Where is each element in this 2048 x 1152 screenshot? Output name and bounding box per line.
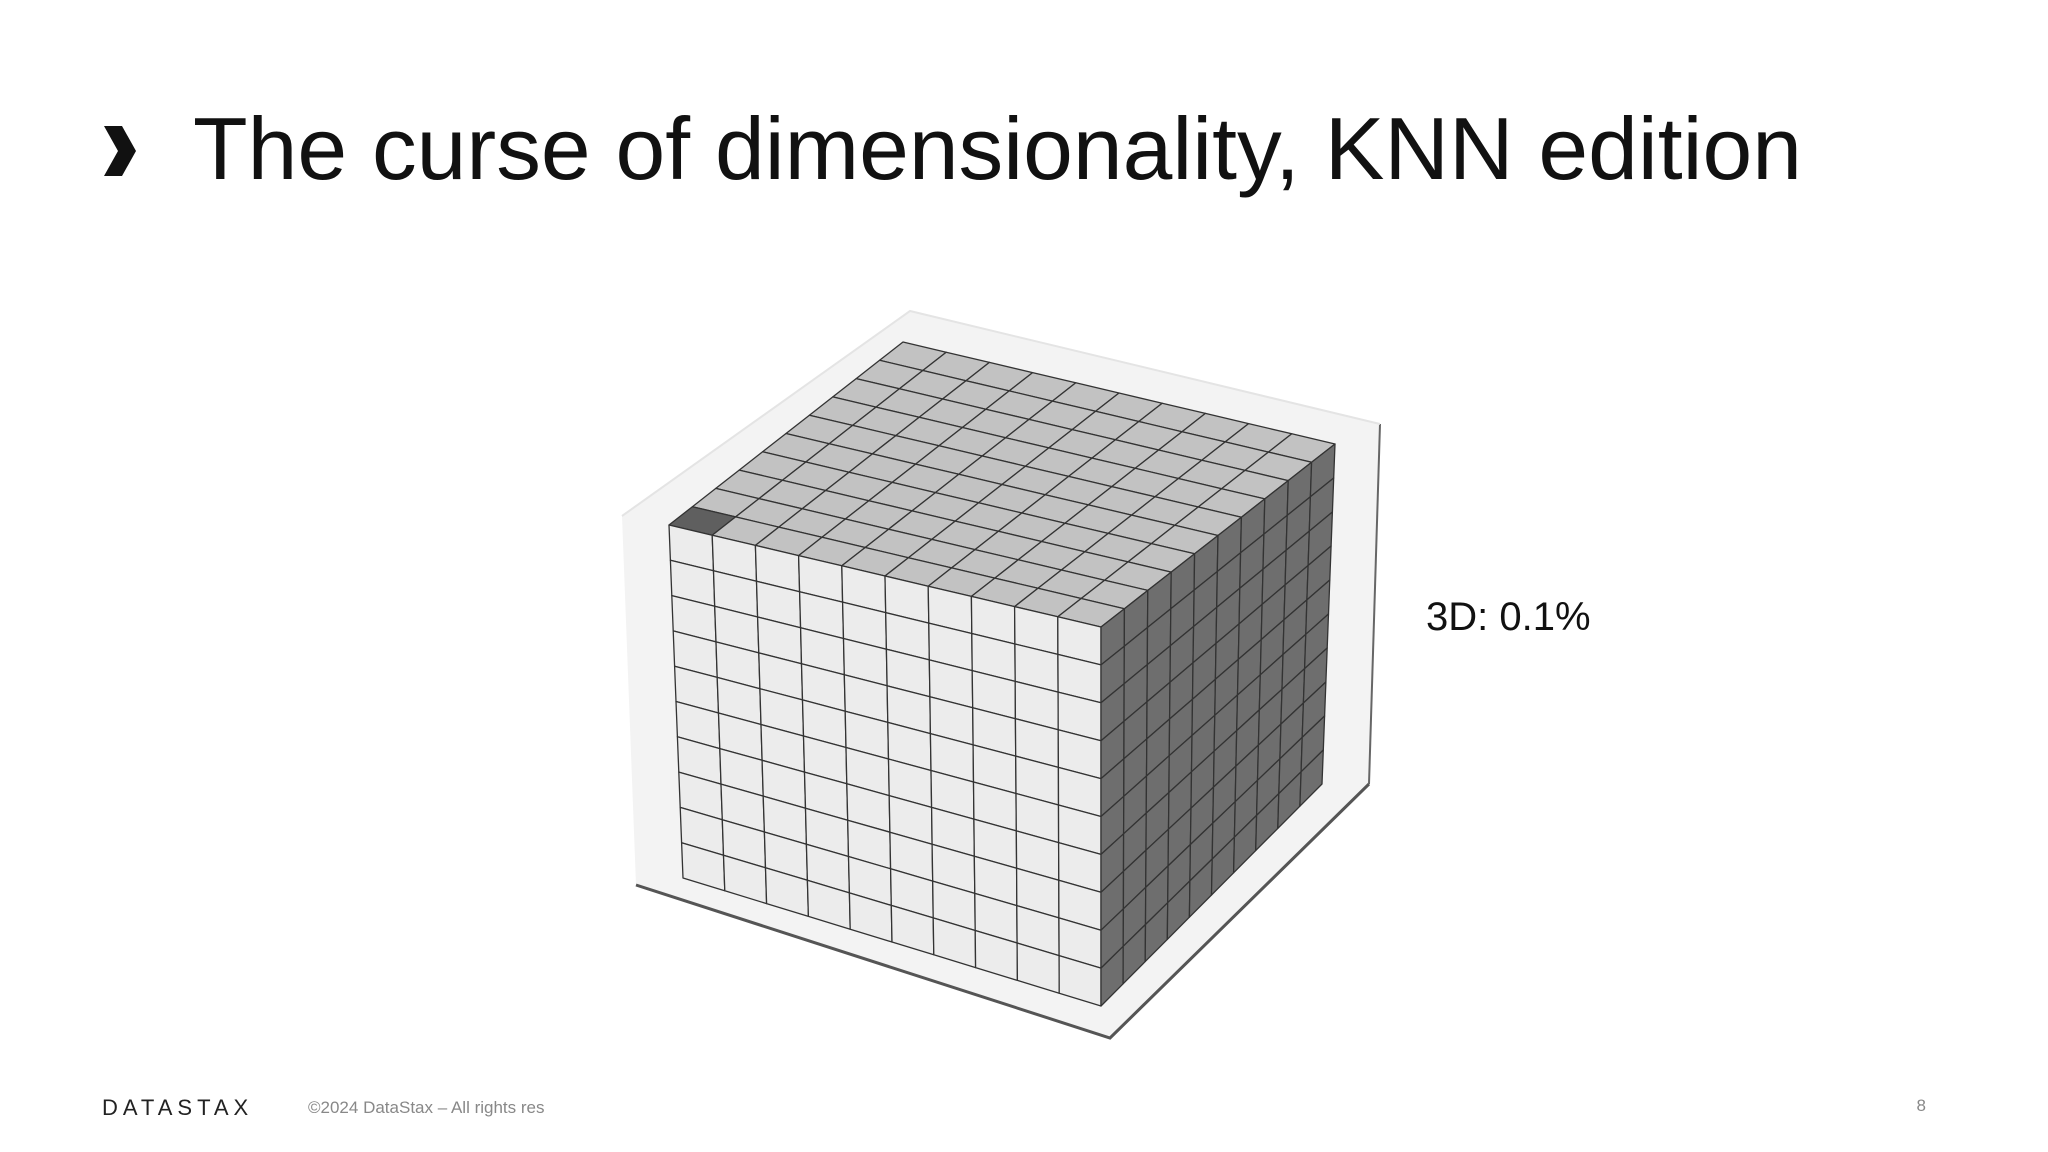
slide-title: The curse of dimensionality, KNN edition: [193, 99, 1802, 198]
copyright: ©2024 DataStax – All rights res: [308, 1098, 544, 1117]
annotation: 3D: 0.1%: [1426, 595, 1591, 639]
floor-edge: [635, 782, 1371, 1040]
chevron-icon: [104, 126, 136, 176]
wall-edge: [621, 309, 1381, 517]
logo: DATASTAX: [102, 1095, 253, 1120]
wall-edge: [1368, 423, 1381, 785]
page-number: 8: [1917, 1096, 1926, 1115]
cube-figure: [621, 309, 1381, 1040]
cube-side-cell: [1299, 749, 1324, 807]
